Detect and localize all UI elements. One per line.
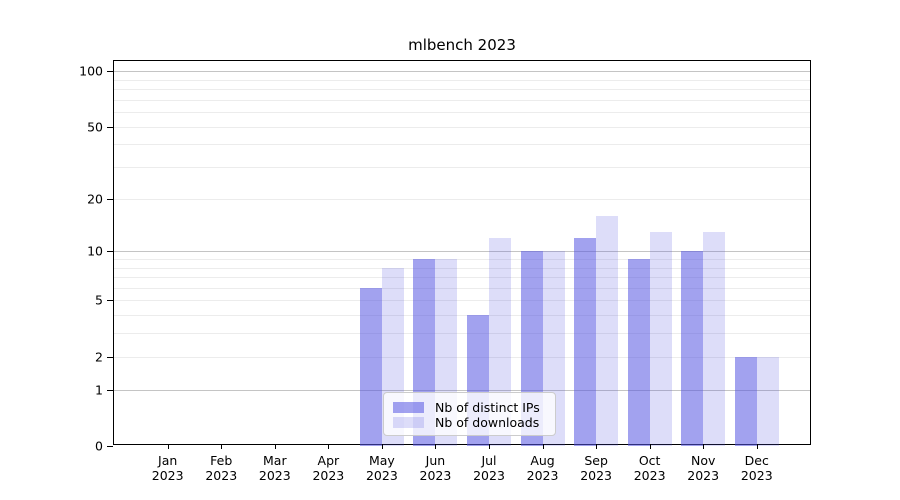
bar-distinct-ips — [734, 356, 757, 446]
x-tick-label: Apr 2023 — [312, 453, 345, 483]
x-tick-label: Oct 2023 — [633, 453, 666, 483]
x-tick-year: 2023 — [526, 468, 559, 483]
x-tick-mark — [489, 444, 490, 449]
bar-distinct-ips — [359, 287, 382, 446]
y-tick-mark — [107, 300, 113, 302]
x-tick-label: Jan 2023 — [151, 453, 184, 483]
minor-gridline — [114, 277, 810, 279]
x-tick-year: 2023 — [419, 468, 452, 483]
legend-swatch-downloads — [393, 416, 424, 428]
minor-gridline — [114, 198, 810, 200]
major-gridline — [114, 389, 810, 391]
x-tick-year: 2023 — [687, 468, 720, 483]
y-tick-mark — [107, 126, 113, 128]
minor-gridline — [114, 259, 810, 260]
bar-downloads — [649, 231, 672, 446]
minor-gridline — [114, 112, 810, 114]
y-tick-label: 100 — [79, 63, 103, 79]
legend-label: Nb of distinct IPs — [435, 399, 540, 415]
legend: Nb of distinct IPs Nb of downloads — [383, 392, 556, 436]
major-gridline — [114, 71, 810, 73]
x-tick-mark — [596, 444, 598, 449]
y-tick-mark — [107, 251, 113, 253]
x-tick-label: May 2023 — [365, 453, 398, 483]
minor-gridline — [114, 167, 810, 169]
x-tick-label: Nov 2023 — [687, 453, 720, 483]
x-tick-year: 2023 — [365, 468, 398, 483]
x-tick-label: Feb 2023 — [205, 453, 238, 483]
chart-title: mlbench 2023 — [408, 36, 516, 54]
x-tick-mark — [221, 444, 223, 449]
x-tick-mark — [542, 444, 544, 449]
bar-distinct-ips — [574, 237, 597, 446]
bar-distinct-ips — [627, 259, 650, 446]
x-tick-mark — [756, 444, 758, 449]
minor-gridline — [114, 287, 810, 289]
minor-gridline — [114, 333, 810, 335]
x-tick-year: 2023 — [740, 468, 773, 483]
x-tick-mark — [328, 444, 330, 449]
x-tick-mark — [381, 444, 383, 449]
legend-label: Nb of downloads — [435, 414, 540, 430]
y-tick-label: 2 — [95, 349, 103, 365]
y-tick-label: 20 — [87, 191, 103, 207]
y-tick-label: 50 — [87, 119, 103, 135]
bar-distinct-ips — [681, 251, 704, 446]
plot-area: 0 1 2 5 10 20 50 100 Jan 2023 Feb 2023 Mar 2023 Apr 20… — [79, 60, 811, 483]
major-gridline — [114, 251, 810, 253]
bar-downloads — [756, 356, 779, 446]
minor-gridline — [114, 144, 810, 146]
minor-gridline — [114, 315, 810, 317]
x-tick-year: 2023 — [580, 468, 612, 483]
minor-gridline — [114, 267, 810, 269]
x-tick-mark — [167, 444, 169, 449]
x-tick-mark — [649, 444, 651, 449]
y-tick-mark — [107, 389, 113, 391]
y-tick-mark — [107, 198, 113, 200]
x-tick-mark — [435, 444, 437, 449]
minor-gridline — [114, 356, 810, 358]
legend-entry: Nb of distinct IPs — [393, 399, 546, 415]
minor-gridline — [114, 126, 810, 128]
minor-gridline — [114, 99, 810, 101]
bar-downloads — [703, 231, 726, 446]
x-tick-label: Dec 2023 — [740, 453, 773, 483]
x-tick-year: 2023 — [473, 468, 505, 483]
x-tick-label: Sep 2023 — [580, 453, 612, 483]
minor-gridline — [114, 300, 810, 302]
y-tick-mark — [107, 446, 113, 447]
bar-downloads — [596, 215, 619, 446]
x-tick-mark — [274, 444, 276, 449]
x-tick-year: 2023 — [312, 468, 345, 483]
x-tick-label: Mar 2023 — [258, 453, 291, 483]
x-tick-year: 2023 — [258, 468, 291, 483]
y-tick-mark — [107, 71, 113, 73]
y-tick-mark — [107, 356, 113, 358]
y-tick-label: 1 — [95, 382, 103, 398]
x-tick-year: 2023 — [205, 468, 238, 483]
legend-swatch-distinct-ips — [393, 401, 424, 413]
x-tick-mark — [703, 444, 705, 449]
minor-gridline — [114, 89, 810, 91]
x-tick-label: Jul 2023 — [473, 453, 505, 483]
x-tick-label: Jun 2023 — [419, 453, 452, 483]
y-tick-label: 5 — [95, 292, 103, 308]
x-tick-year: 2023 — [151, 468, 184, 483]
x-tick-year: 2023 — [633, 468, 666, 483]
y-tick-label: 10 — [87, 243, 103, 259]
legend-entry: Nb of downloads — [393, 414, 546, 430]
x-tick-label: Aug 2023 — [526, 453, 559, 483]
minor-gridline — [114, 79, 810, 81]
y-tick-label: 0 — [95, 438, 103, 454]
